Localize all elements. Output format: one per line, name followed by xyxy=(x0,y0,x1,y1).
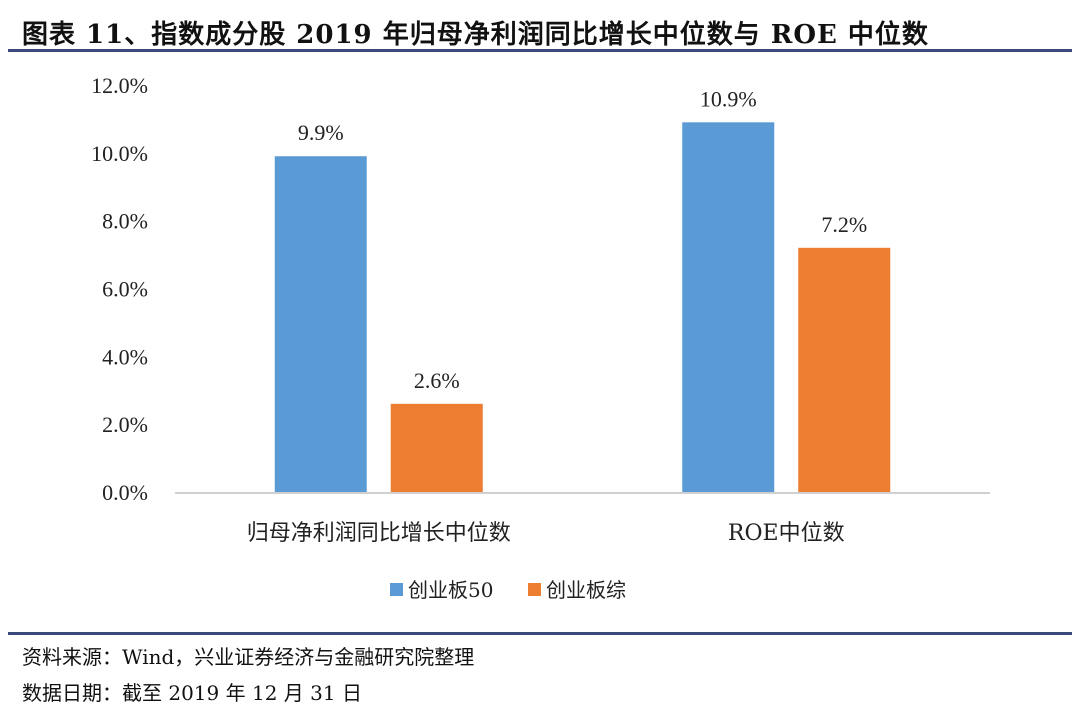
bar-chart: 0.0% 2.0% 4.0% 6.0% 8.0% 10.0% 12.0% 9.9% 2.6% 1… xyxy=(91,73,990,602)
date-note: 数据日期：截至 2019 年 12 月 31 日 xyxy=(22,681,362,705)
footer-divider xyxy=(8,632,1072,635)
y-tick-label: 8.0% xyxy=(102,209,148,234)
y-axis: 0.0% 2.0% 4.0% 6.0% 8.0% 10.0% 12.0% xyxy=(91,73,148,505)
y-tick-label: 2.0% xyxy=(102,412,148,437)
title-divider xyxy=(8,49,1072,52)
data-labels: 9.9% 2.6% 10.9% 7.2% xyxy=(298,86,867,393)
x-tick-label: ROE中位数 xyxy=(728,521,845,546)
y-tick-label: 6.0% xyxy=(102,277,148,302)
bar xyxy=(682,122,775,492)
legend: 创业板50 创业板综 xyxy=(390,578,626,602)
bar xyxy=(798,247,891,492)
bar xyxy=(274,156,367,492)
legend-label: 创业板50 xyxy=(408,578,493,602)
data-label: 7.2% xyxy=(821,212,867,237)
y-tick-label: 12.0% xyxy=(91,73,148,98)
y-tick-label: 10.0% xyxy=(91,141,148,166)
legend-swatch xyxy=(390,583,403,596)
chart-title: 图表 11、指数成分股 2019 年归母净利润同比增长中位数与 ROE 中位数 xyxy=(22,20,929,50)
legend-swatch xyxy=(528,583,541,596)
bars xyxy=(274,122,891,492)
data-label: 2.6% xyxy=(414,368,460,393)
y-tick-label: 0.0% xyxy=(102,480,148,505)
data-label: 10.9% xyxy=(700,86,757,111)
x-axis: 归母净利润同比增长中位数 ROE中位数 xyxy=(247,521,845,546)
data-label: 9.9% xyxy=(298,120,344,145)
source-note: 资料来源：Wind，兴业证券经济与金融研究院整理 xyxy=(22,645,475,669)
legend-label: 创业板综 xyxy=(546,578,626,602)
x-tick-label: 归母净利润同比增长中位数 xyxy=(247,521,511,546)
y-tick-label: 4.0% xyxy=(102,344,148,369)
bar xyxy=(390,403,483,492)
